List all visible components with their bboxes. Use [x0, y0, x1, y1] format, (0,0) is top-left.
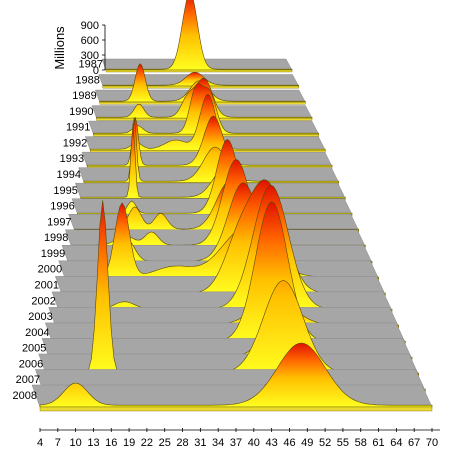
year-label: 1988 — [75, 74, 99, 86]
ridge-area-2008 — [39, 342, 433, 408]
ridge-row-2008 — [31, 342, 433, 412]
x-axis: 4 7 10 13 16 19 22 25 28 31 34 37 40 43 46 49 52 55 58 61 64… — [37, 428, 440, 449]
x-tick-label: 16 — [105, 437, 117, 449]
x-tick-label: 7 — [55, 437, 61, 449]
x-tick-label: 61 — [372, 437, 384, 449]
year-label: 1997 — [47, 216, 71, 228]
x-tick-label: 64 — [390, 437, 402, 449]
year-label: 2001 — [35, 280, 59, 292]
x-tick-label: 28 — [176, 437, 188, 449]
ridge-edge-2008 — [39, 406, 433, 412]
year-label: 1990 — [69, 106, 93, 118]
y-axis-title: Millions — [52, 26, 67, 70]
year-label: 2002 — [31, 295, 55, 307]
year-label: 1995 — [53, 185, 77, 197]
year-label: 1996 — [50, 201, 74, 213]
year-labels: 1987 1988 1989 1990 1991 1992 1993 1994 1995 1996… — [13, 59, 103, 403]
year-label: 1998 — [44, 232, 68, 244]
y-tick-label: 900 — [81, 20, 99, 32]
ridge-area-1992 — [89, 93, 326, 151]
x-tick-label: 25 — [159, 437, 171, 449]
year-label: 2000 — [38, 264, 62, 276]
year-label: 1992 — [63, 137, 87, 149]
year-label: 2006 — [19, 358, 43, 370]
year-label: 1993 — [60, 153, 84, 165]
x-tick-label: 37 — [230, 437, 242, 449]
x-tick-label: 58 — [355, 437, 367, 449]
x-tick-label: 67 — [408, 437, 420, 449]
year-label: 2008 — [13, 390, 37, 402]
year-label: 1994 — [57, 169, 81, 181]
x-tick-label: 10 — [70, 437, 82, 449]
x-tick-label: 43 — [266, 437, 278, 449]
year-label: 1989 — [72, 90, 96, 102]
x-tick-label: 22 — [141, 437, 153, 449]
ridge-row-1987 — [101, 0, 293, 73]
y-tick-label: 0 — [93, 65, 99, 77]
year-label: 1987 — [79, 59, 103, 71]
ridge-area-1987 — [105, 0, 293, 71]
year-label: 2004 — [25, 327, 49, 339]
x-tick-label: 70 — [426, 437, 438, 449]
x-tick-label: 19 — [123, 437, 135, 449]
x-tick-label: 13 — [87, 437, 99, 449]
y-axis: 900 600 300 0 Millions — [52, 20, 106, 77]
x-tick-label: 55 — [337, 437, 349, 449]
year-label: 2003 — [28, 311, 52, 323]
x-tick-label: 4 — [37, 437, 43, 449]
year-label: 2005 — [22, 343, 46, 355]
year-label: 2007 — [16, 374, 40, 386]
x-tick-label: 46 — [283, 437, 295, 449]
x-tick-label: 40 — [248, 437, 260, 449]
y-tick-label: 300 — [81, 50, 99, 62]
x-tick-label: 34 — [212, 437, 224, 449]
ridge-area-1993 — [86, 115, 333, 167]
year-label: 1999 — [41, 248, 65, 260]
y-tick-label: 600 — [81, 35, 99, 47]
x-tick-label: 52 — [319, 437, 331, 449]
ridge-edge-1987 — [105, 69, 293, 73]
year-label: 1991 — [66, 122, 90, 134]
ridge-area-1994 — [83, 117, 340, 183]
x-tick-label: 49 — [301, 437, 313, 449]
x-tick-label: 31 — [194, 437, 206, 449]
ridge-planes — [31, 0, 433, 412]
